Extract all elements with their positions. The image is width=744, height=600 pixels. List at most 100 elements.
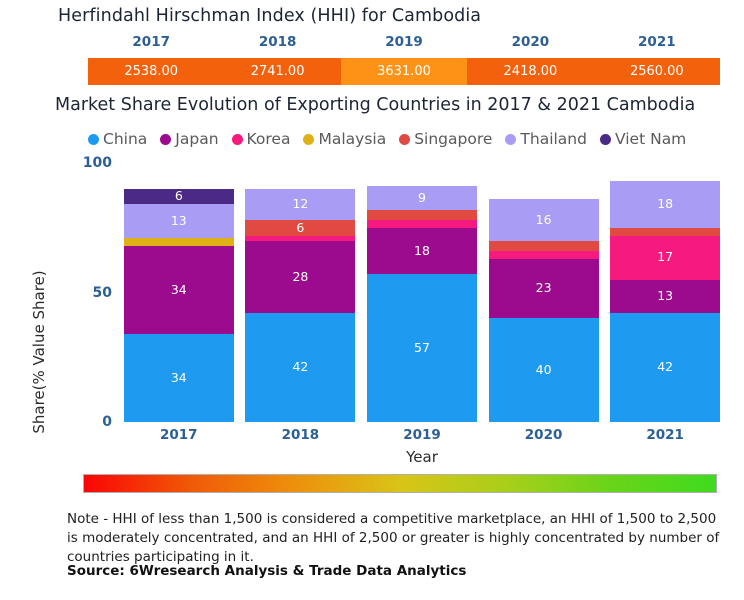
bar-segment-singapore[interactable]: [488, 240, 599, 252]
bar-segment-china[interactable]: 57: [366, 274, 477, 422]
legend-label: Singapore: [414, 130, 493, 148]
legend-label: China: [103, 130, 148, 148]
bar-segment-value: 57: [414, 339, 430, 355]
bar-segment-korea[interactable]: [245, 235, 356, 241]
bar-segment-value: 34: [170, 281, 187, 297]
hhi-value-cell: 2538.00: [88, 58, 215, 85]
legend-item-korea[interactable]: Korea: [231, 130, 291, 148]
y-tick-label: 0: [102, 414, 112, 430]
legend-swatch-icon: [303, 133, 315, 145]
bar-segment-value: 9: [418, 189, 426, 205]
bar-segment-singapore[interactable]: [610, 227, 721, 236]
stacked-bar[interactable]: 12 6 28 42: [245, 188, 356, 422]
bar-segment-singapore[interactable]: 6: [245, 220, 356, 236]
x-tick-label: 2019: [403, 427, 441, 443]
y-axis-ticks: 100 50 0: [70, 155, 112, 455]
bar-segment-korea[interactable]: [366, 220, 477, 228]
legend-swatch-icon: [505, 133, 517, 145]
note-text: Note - HHI of less than 1,500 is conside…: [67, 511, 720, 566]
hhi-year-label: 2019: [385, 34, 423, 50]
bar-segment-value: 13: [657, 288, 674, 304]
hhi-value-cell: 3631.00: [340, 58, 468, 85]
bar-segment-value: 16: [535, 211, 552, 227]
plot-area: 6 13 34 34 12 6 28 42 9 18 57 16 23 40 18 17 13 42: [118, 163, 726, 422]
legend-label: Viet Nam: [614, 130, 687, 148]
legend-label: Korea: [246, 130, 291, 148]
bar-segment-value: 13: [170, 213, 187, 229]
legend-item-japan[interactable]: Japan: [160, 130, 219, 148]
legend-label: Malaysia: [318, 130, 387, 148]
legend-swatch-icon: [231, 133, 243, 145]
stacked-bar[interactable]: 9 18 57: [366, 186, 477, 422]
bar-segment-china[interactable]: 40: [488, 318, 599, 422]
bar-segment-value: 6: [174, 188, 183, 204]
x-axis-ticks: 2017 2018 2019 2020 2021: [118, 427, 726, 443]
bar-segment-value: 28: [292, 268, 309, 284]
bar-group: 6 13 34 34 12 6 28 42 9 18 57 16 23 40 18 17 13 42: [118, 163, 726, 422]
chart-legend: China Japan Korea Malaysia Singapore Thailand…: [88, 130, 708, 148]
bar-segment-malaysia[interactable]: [123, 238, 234, 246]
legend-item-thailand[interactable]: Thailand: [505, 130, 587, 148]
bar-segment-china[interactable]: 34: [123, 333, 234, 422]
stacked-bar[interactable]: 18 17 13 42: [610, 181, 721, 422]
bar-segment-value: 23: [535, 280, 552, 296]
legend-item-malaysia[interactable]: Malaysia: [303, 130, 386, 148]
bar-segment-thailand[interactable]: 13: [123, 204, 234, 239]
bar-segment-value: 6: [296, 220, 305, 235]
legend-label: Japan: [175, 130, 219, 148]
bar-segment-thailand[interactable]: 9: [366, 186, 477, 210]
x-tick-label: 2021: [646, 427, 684, 443]
bar-segment-viet-nam[interactable]: 6: [123, 188, 234, 205]
bar-segment-value: 42: [657, 359, 674, 375]
bar-segment-value: 12: [292, 196, 309, 212]
concentration-gradient-bar: [83, 474, 717, 493]
bar-column[interactable]: 12 6 28 42: [240, 163, 362, 422]
hhi-year-label: 2017: [132, 34, 170, 50]
stacked-bar[interactable]: 16 23 40: [488, 199, 599, 422]
bar-segment-singapore[interactable]: [366, 209, 477, 220]
x-tick-label: 2017: [160, 427, 198, 443]
bar-column[interactable]: 16 23 40: [483, 163, 605, 422]
stacked-bar-chart: Share(% Value Share) 100 50 0 6 13 34 34 12 6 28…: [0, 155, 744, 466]
hhi-value-cell: 2560.00: [593, 58, 721, 85]
bar-segment-thailand[interactable]: 16: [488, 199, 599, 241]
legend-item-singapore[interactable]: Singapore: [399, 130, 492, 148]
x-tick-label: 2018: [281, 427, 320, 443]
legend-label: Thailand: [520, 130, 587, 148]
bar-segment-value: 18: [657, 196, 674, 212]
bar-segment-value: 40: [535, 361, 552, 377]
bar-segment-china[interactable]: 42: [245, 313, 356, 422]
bar-segment-japan[interactable]: 34: [123, 245, 234, 334]
bar-column[interactable]: 9 18 57: [361, 163, 483, 422]
hhi-year-label: 2018: [258, 34, 297, 50]
bar-column[interactable]: 6 13 34 34: [118, 163, 240, 422]
legend-swatch-icon: [160, 133, 172, 145]
hhi-value-cell: 2741.00: [214, 58, 341, 85]
hhi-title: Herfindahl Hirschman Index (HHI) for Cam…: [58, 6, 482, 26]
bar-segment-china[interactable]: 42: [610, 313, 721, 422]
bar-segment-japan[interactable]: 13: [610, 279, 721, 314]
stacked-bar[interactable]: 6 13 34 34: [123, 188, 234, 422]
legend-item-china[interactable]: China: [88, 130, 147, 148]
bar-segment-thailand[interactable]: 12: [245, 188, 356, 221]
bar-segment-value: 18: [414, 242, 430, 258]
hhi-value-band: 2538.00 2741.00 3631.00 2418.00 2560.00: [88, 58, 721, 85]
bar-segment-korea[interactable]: [488, 251, 599, 259]
legend-swatch-icon: [399, 133, 411, 145]
bar-segment-value: 17: [657, 249, 674, 265]
y-tick-label: 100: [82, 155, 112, 171]
bar-segment-japan[interactable]: 23: [488, 258, 599, 319]
bar-column[interactable]: 18 17 13 42: [604, 163, 726, 422]
y-axis-title: Share(% Value Share): [30, 270, 48, 434]
bar-segment-japan[interactable]: 18: [366, 227, 477, 275]
hhi-year-header-row: 2017 2018 2019 2020 2021: [88, 34, 720, 50]
chart-subtitle: Market Share Evolution of Exporting Coun…: [55, 95, 696, 115]
bar-segment-value: 34: [170, 369, 187, 385]
hhi-year-label: 2020: [511, 34, 550, 50]
legend-item-viet-nam[interactable]: Viet Nam: [599, 130, 687, 148]
bar-segment-japan[interactable]: 28: [245, 240, 356, 314]
bar-segment-thailand[interactable]: 18: [610, 181, 721, 228]
source-text: Source: 6Wresearch Analysis & Trade Data…: [67, 563, 467, 579]
bar-segment-korea[interactable]: 17: [610, 235, 721, 280]
